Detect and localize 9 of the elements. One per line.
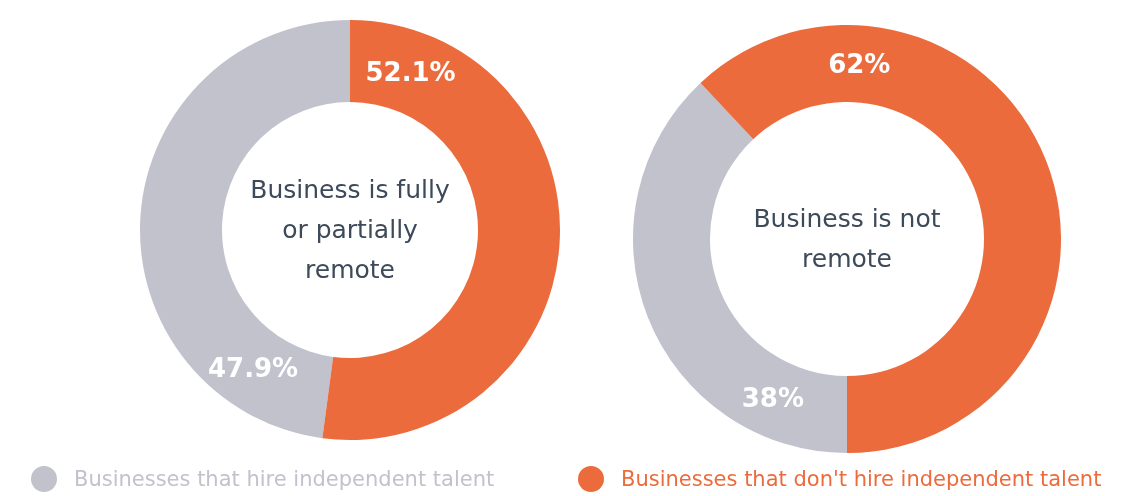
data-label: 62% [828, 48, 891, 79]
legend-label: Businesses that don't hire independent talent [621, 467, 1102, 491]
text: Business is not remote [752, 203, 942, 275]
data-label: 47.9% [207, 353, 299, 384]
legend-label: Businesses that hire independent talent [74, 467, 495, 491]
data-label: 38% [741, 383, 804, 414]
data-label: 52.1% [365, 57, 456, 88]
donut-slice [700, 25, 1061, 453]
text: Business is fully or partially remote [249, 174, 451, 286]
